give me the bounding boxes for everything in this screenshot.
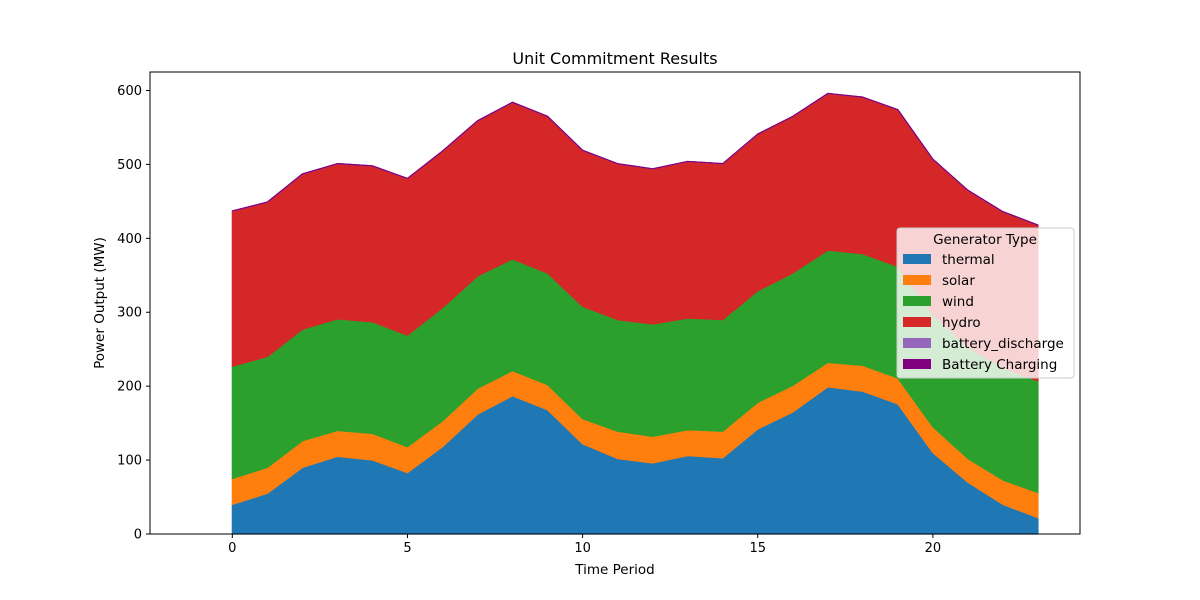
legend: Generator Type thermal solar wind hydro batt… — [896, 227, 1075, 379]
legend-label-solar: solar — [942, 273, 975, 289]
area-series-group — [231, 92, 1039, 535]
y-tick-label: 400 — [117, 232, 142, 247]
x-tick-label: 15 — [749, 541, 766, 556]
area-battery-charging — [231, 92, 1039, 226]
legend-label-battery-discharge: battery_discharge — [942, 336, 1064, 352]
plot-frame — [149, 71, 1081, 535]
legend-title: Generator Type — [933, 232, 1037, 248]
legend-items: thermal solar wind hydro battery_discharge Ba… — [903, 252, 1064, 373]
x-tick-label: 5 — [403, 541, 411, 556]
legend-swatch-battery-discharge — [903, 338, 931, 348]
x-tick-label: 10 — [574, 541, 591, 556]
y-ticks: 0 100 200 300 400 500 600 — [117, 84, 150, 543]
legend-box — [896, 227, 1075, 379]
y-tick-label: 100 — [117, 454, 142, 469]
x-axis-title: Time Period — [574, 562, 654, 578]
legend-swatch-wind — [903, 296, 931, 306]
legend-label-battery-charging: Battery Charging — [942, 357, 1057, 373]
legend-label-thermal: thermal — [942, 252, 995, 268]
x-ticks: 0 5 10 15 20 — [228, 534, 941, 556]
legend-swatch-solar — [903, 275, 931, 285]
y-axis-title: Power Output (MW) — [92, 237, 108, 369]
legend-swatch-hydro — [903, 317, 931, 327]
y-tick-label: 300 — [117, 306, 142, 321]
x-tick-label: 20 — [925, 541, 942, 556]
y-tick-label: 0 — [134, 528, 142, 543]
legend-label-wind: wind — [942, 294, 974, 310]
legend-label-hydro: hydro — [942, 315, 981, 331]
y-tick-label: 600 — [117, 84, 142, 99]
chart-title: Unit Commitment Results — [512, 49, 717, 68]
x-tick-label: 0 — [228, 541, 236, 556]
legend-swatch-thermal — [903, 254, 931, 264]
y-tick-label: 500 — [117, 158, 142, 173]
legend-swatch-battery-charging — [903, 359, 931, 369]
y-tick-label: 200 — [117, 380, 142, 395]
